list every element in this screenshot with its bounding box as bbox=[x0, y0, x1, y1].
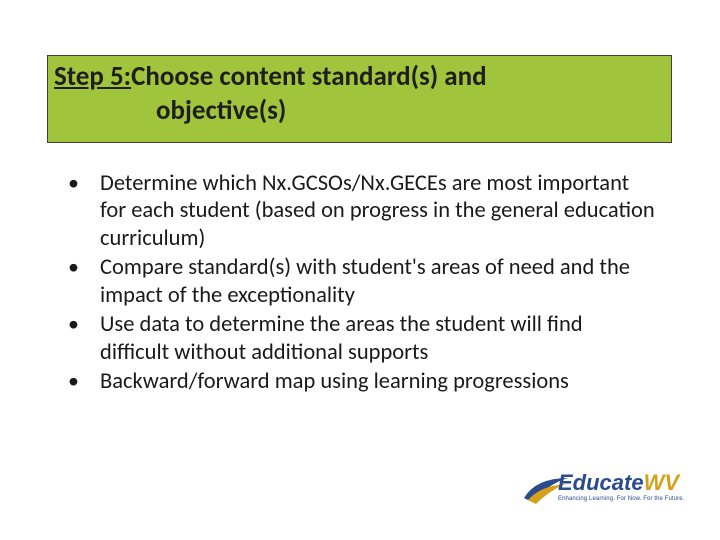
list-item: Use data to determine the areas the stud… bbox=[66, 311, 656, 366]
list-item: Compare standard(s) with student's areas… bbox=[66, 254, 656, 309]
logo-tagline: Enhancing Learning. For Now. For the Fut… bbox=[558, 496, 684, 502]
list-item: Backward/forward map using learning prog… bbox=[66, 368, 656, 395]
slide: Step 5:Choose content standard(s) and ob… bbox=[0, 0, 720, 540]
title-step-label: Step 5: bbox=[54, 60, 131, 93]
bullet-text: Determine which Nx.GCSOs/Nx.GECEs are mo… bbox=[100, 170, 655, 252]
logo-wordmark: EducateWV bbox=[558, 472, 679, 494]
bullet-text: Backward/forward map using learning prog… bbox=[100, 368, 569, 395]
logo-part2: WV bbox=[644, 470, 679, 495]
title-band: Step 5:Choose content standard(s) and ob… bbox=[47, 55, 672, 143]
title-line2: objective(s) bbox=[54, 94, 286, 128]
bullet-text: Use data to determine the areas the stud… bbox=[100, 311, 583, 365]
logo-part1: Educate bbox=[558, 470, 644, 495]
list-item: Determine which Nx.GCSOs/Nx.GECEs are mo… bbox=[66, 170, 656, 252]
educate-wv-logo: EducateWV Enhancing Learning. For Now. F… bbox=[522, 472, 692, 522]
bullet-text: Compare standard(s) with student's areas… bbox=[100, 254, 630, 308]
body-content: Determine which Nx.GCSOs/Nx.GECEs are mo… bbox=[66, 170, 656, 398]
title-line1-rest: Choose content standard(s) and bbox=[131, 60, 486, 93]
bullet-list: Determine which Nx.GCSOs/Nx.GECEs are mo… bbox=[66, 170, 656, 396]
slide-title: Step 5:Choose content standard(s) and ob… bbox=[54, 60, 665, 128]
